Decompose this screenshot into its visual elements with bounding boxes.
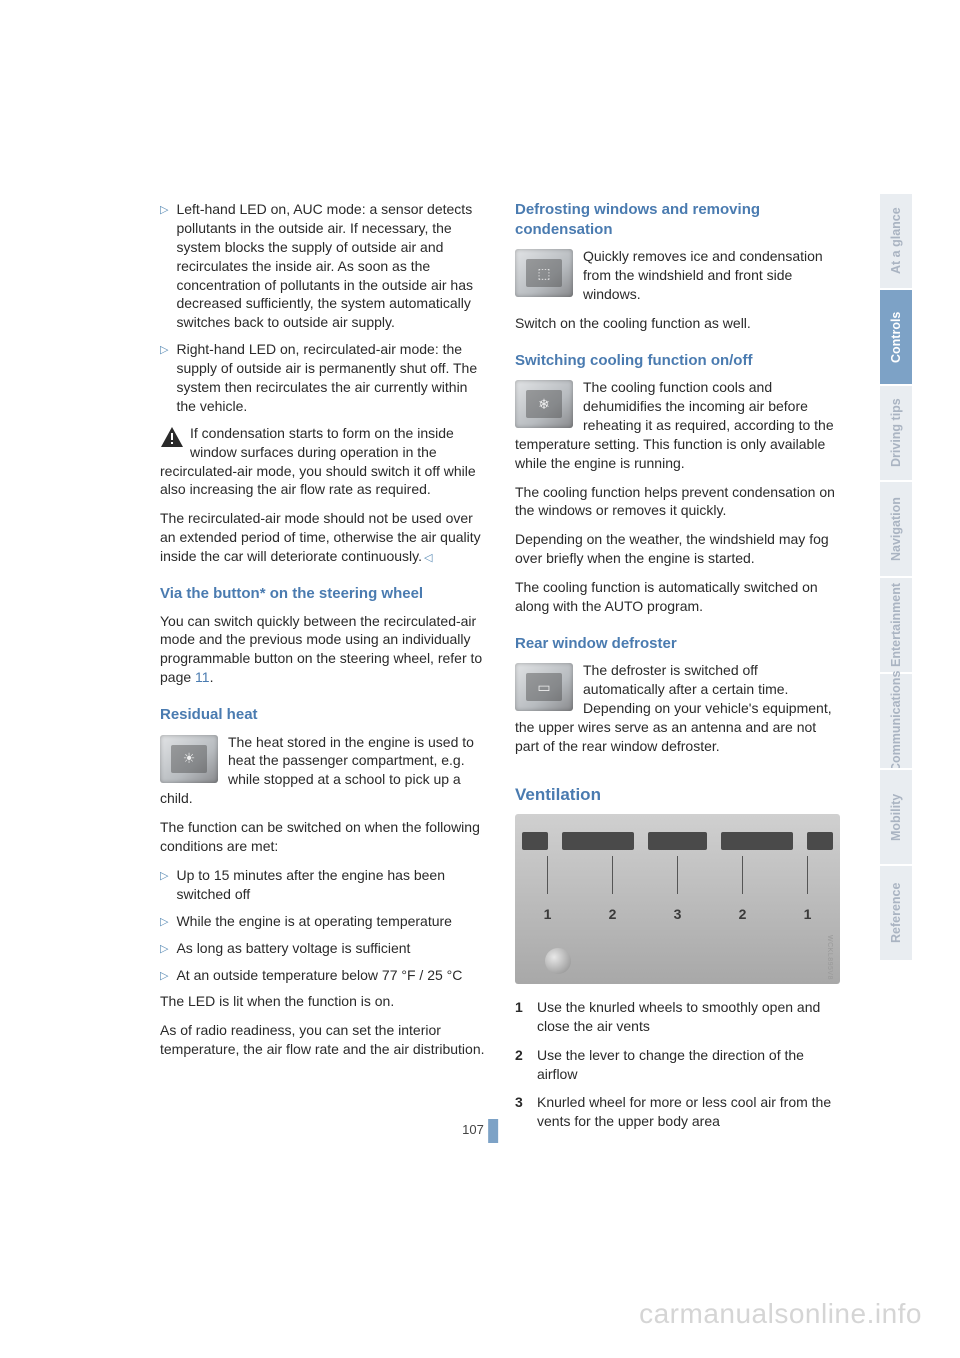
tab-navigation[interactable]: Navigation [880,480,912,576]
tab-mobility[interactable]: Mobility [880,768,912,864]
image-code: WCKL895V8 [825,935,834,980]
heading-via-button: Via the button* on the steering wheel [160,584,485,604]
list-text: As long as battery voltage is sufficient [176,939,485,958]
numbered-item: 3 Knurled wheel for more or less cool ai… [515,1093,840,1131]
list-item: ▷ Left-hand LED on, AUC mode: a sensor d… [160,200,485,332]
warning-icon [160,426,184,448]
right-column: Defrosting windows and removing condensa… [515,200,840,1141]
heading-defrost: Defrosting windows and removing condensa… [515,200,840,239]
tab-driving-tips[interactable]: Driving tips [880,384,912,480]
vent-label: 2 [739,905,747,924]
defrost-text-1: Quickly removes ice and condensation fro… [583,248,823,302]
triangle-icon: ▷ [160,942,168,958]
numbered-item: 1 Use the knurled wheels to smoothly ope… [515,998,840,1036]
defrost-para-1: ⬚ Quickly removes ice and condensation f… [515,247,840,304]
end-marker-icon: ▷ [424,551,432,566]
defrost-button-icon: ⬚ [515,249,573,297]
vent-label: 3 [674,905,682,924]
residual-para-3: The LED is lit when the function is on. [160,992,485,1011]
residual-para-1: ☀ The heat stored in the engine is used … [160,733,485,809]
residual-para-2: The function can be switched on when the… [160,818,485,856]
list-item: ▷ While the engine is at operating tempe… [160,912,485,931]
list-text: Left-hand LED on, AUC mode: a sensor det… [176,200,485,332]
triangle-icon: ▷ [160,969,168,985]
num-text: Use the lever to change the direction of… [537,1046,840,1084]
page-bar-icon [488,1119,498,1143]
warning-block: If condensation starts to form on the in… [160,424,485,500]
watermark: carmanualsonline.info [639,1298,922,1330]
page-content: ▷ Left-hand LED on, AUC mode: a sensor d… [160,200,840,1141]
snowflake-button-icon: ❄ [515,380,573,428]
tab-reference[interactable]: Reference [880,864,912,960]
num-marker: 3 [515,1093,537,1131]
num-text: Knurled wheel for more or less cool air … [537,1093,840,1131]
list-text: Up to 15 minutes after the engine has be… [176,866,485,904]
page-number-text: 107 [462,1122,484,1137]
via-end: . [210,669,214,685]
residual-heat-button-icon: ☀ [160,735,218,783]
heading-rear-defroster: Rear window defroster [515,634,840,654]
residual-para-4: As of radio readiness, you can set the i… [160,1021,485,1059]
cooling-para-3: Depending on the weather, the windshield… [515,530,840,568]
page-link[interactable]: 11 [195,669,210,685]
page-number: 107 [462,1115,498,1143]
heading-cooling: Switching cooling function on/off [515,351,840,371]
warning-text-2: The recirculated-air mode should not be … [160,510,481,564]
side-tabs: At a glance Controls Driving tips Naviga… [880,192,912,960]
rear-defroster-button-icon: ▭ [515,663,573,711]
cooling-para-1: ❄ The cooling function cools and dehumid… [515,378,840,472]
tab-communications[interactable]: Communications [880,672,912,768]
num-text: Use the knurled wheels to smoothly open … [537,998,840,1036]
triangle-icon: ▷ [160,203,168,332]
vent-label: 2 [609,905,617,924]
triangle-icon: ▷ [160,343,168,416]
warning-text-1: If condensation starts to form on the in… [160,425,476,498]
list-text: While the engine is at operating tempera… [176,912,485,931]
cooling-para-2: The cooling function helps prevent conde… [515,483,840,521]
list-item: ▷ At an outside temperature below 77 °F … [160,966,485,985]
triangle-icon: ▷ [160,915,168,931]
via-paragraph: You can switch quickly between the recir… [160,612,485,688]
warning-para-2: The recirculated-air mode should not be … [160,509,485,566]
num-marker: 2 [515,1046,537,1084]
num-marker: 1 [515,998,537,1036]
defrost-para-2: Switch on the cooling function as well. [515,314,840,333]
numbered-item: 2 Use the lever to change the direction … [515,1046,840,1084]
vent-knob [545,948,571,974]
heading-residual-heat: Residual heat [160,705,485,725]
cooling-para-4: The cooling function is automatically sw… [515,578,840,616]
tab-at-a-glance[interactable]: At a glance [880,192,912,288]
list-item: ▷ Right-hand LED on, recirculated-air mo… [160,340,485,416]
list-item: ▷ Up to 15 minutes after the engine has … [160,866,485,904]
list-item: ▷ As long as battery voltage is sufficie… [160,939,485,958]
tab-controls[interactable]: Controls [880,288,912,384]
ventilation-diagram: 1 2 3 2 1 WCKL895V8 [515,814,840,984]
rear-para: ▭ The defroster is switched off automati… [515,661,840,755]
left-column: ▷ Left-hand LED on, AUC mode: a sensor d… [160,200,485,1141]
tab-entertainment[interactable]: Entertainment [880,576,912,672]
list-text: Right-hand LED on, recirculated-air mode… [176,340,485,416]
heading-ventilation: Ventilation [515,784,840,806]
vent-label: 1 [804,905,812,924]
vent-labels: 1 2 3 2 1 [515,905,840,924]
vent-label: 1 [544,905,552,924]
triangle-icon: ▷ [160,869,168,904]
list-text: At an outside temperature below 77 °F / … [176,966,485,985]
